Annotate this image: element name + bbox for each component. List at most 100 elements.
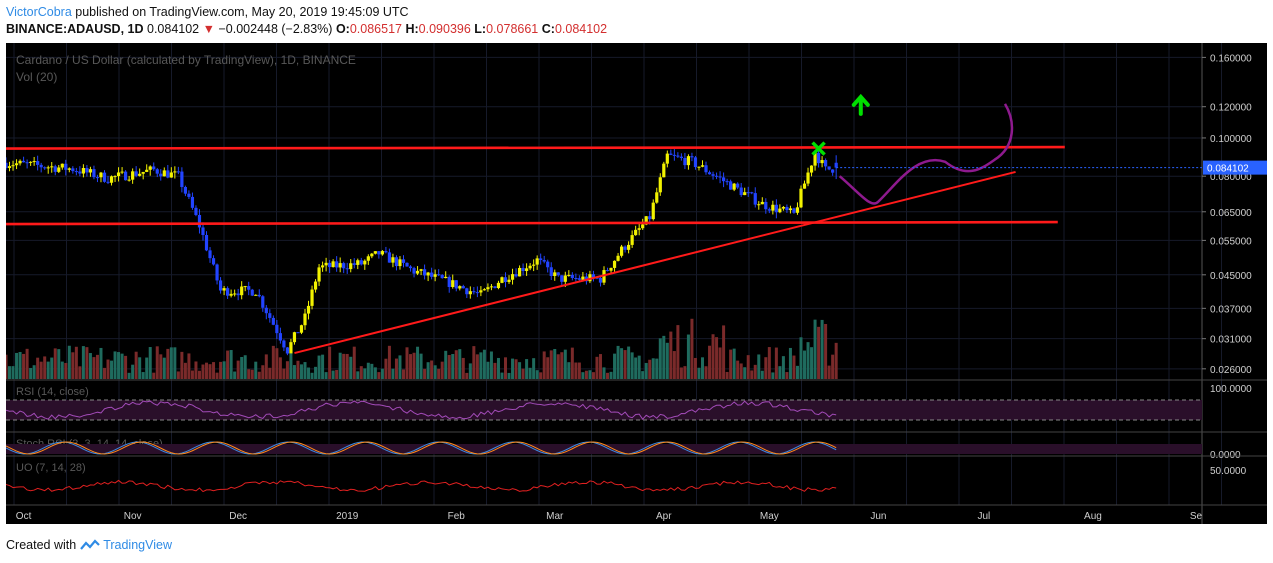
volume-bar [380, 368, 384, 379]
resistance-line [6, 145, 1065, 150]
volume-bar [655, 358, 659, 379]
candle-body [496, 282, 501, 289]
candle-body [679, 156, 683, 158]
volume-bar [736, 360, 740, 379]
candle-body [67, 168, 71, 170]
tradingview-link[interactable]: TradingView [103, 538, 172, 552]
last-price-tag [1203, 160, 1267, 175]
volume-bar [767, 347, 771, 379]
candle-body [159, 173, 163, 177]
chart-area[interactable]: 0.160000 0.120000 0.100000 0.080000 0.065000… [6, 43, 1267, 524]
y-tick-label: 0.120000 [1210, 103, 1252, 114]
volume-bar [739, 363, 743, 379]
candle-body [486, 287, 490, 290]
volume-bar [229, 350, 233, 379]
grid [6, 43, 1222, 505]
candle-body [282, 340, 286, 348]
candle-body [53, 166, 57, 172]
volume-bar [155, 346, 159, 379]
candle-body [236, 293, 240, 296]
volume-bar [444, 350, 448, 379]
candle-body [373, 251, 377, 254]
volume-bar [152, 372, 156, 379]
candle-body [517, 267, 522, 277]
candle-body [243, 286, 247, 288]
candle-body [725, 181, 729, 183]
volume-bar [704, 366, 708, 379]
candle-body [739, 187, 743, 196]
candle-body [247, 286, 251, 290]
open-value: 0.086517 [349, 22, 402, 36]
candle-body [296, 332, 300, 334]
candle-body [482, 289, 486, 291]
volume-bar [190, 370, 194, 379]
volume-bar [729, 349, 733, 379]
candle-body [447, 276, 451, 287]
volume-bar [771, 372, 775, 379]
candle-body [109, 176, 114, 183]
volume-bar [584, 370, 588, 379]
volume-bar [275, 348, 279, 379]
candle-body [88, 169, 93, 173]
candle-body [655, 192, 659, 203]
candle-body [359, 260, 363, 265]
y-tick-label: 0.031000 [1210, 335, 1252, 346]
volume-bar [493, 362, 497, 379]
volume-bar [479, 352, 483, 379]
volume-bar [827, 365, 831, 379]
volume-bar [236, 360, 240, 379]
candle-body [408, 266, 413, 269]
volume-bar [335, 369, 339, 379]
volume-bar [810, 347, 814, 379]
volume-bar [588, 370, 592, 379]
volume-bar [169, 347, 173, 379]
volume-bar [247, 369, 251, 379]
author-link[interactable]: VictorCobra [6, 5, 72, 19]
candle-body [767, 209, 771, 211]
candle-body [532, 264, 536, 266]
candle-body [18, 160, 22, 164]
candle-body [648, 216, 652, 220]
candle-body [627, 244, 631, 250]
candle-body [809, 165, 814, 173]
volume-bar [384, 358, 388, 379]
volume-bar [732, 348, 736, 379]
candle-body [743, 192, 747, 196]
candle-body [757, 204, 761, 206]
volume-bar [78, 366, 82, 379]
volume-bar [570, 347, 574, 379]
volume-bar [356, 371, 360, 379]
volume-bar [212, 362, 216, 379]
volume-bar [176, 371, 180, 379]
stoch-d-line [6, 441, 837, 455]
volume-bar [92, 357, 96, 379]
volume-bar [489, 351, 493, 379]
volume-bar [215, 372, 219, 379]
price-change: −0.002448 (−2.83%) [218, 22, 333, 36]
volume-bar [824, 324, 828, 379]
candle-body [630, 235, 634, 245]
volume-bar [159, 354, 163, 379]
volume-bar [264, 354, 268, 379]
volume-label: Vol (20) [16, 70, 57, 84]
volume-bar [834, 342, 838, 379]
candle-body [465, 288, 469, 295]
candle-body [120, 171, 124, 173]
y-tick-label: 0.080000 [1210, 172, 1252, 183]
candle-body [78, 171, 82, 174]
candle-body [21, 160, 26, 163]
volume-bar [257, 371, 261, 379]
candle-body [795, 207, 800, 213]
volume-bar [412, 352, 416, 379]
candle-body [539, 258, 543, 261]
volume-bar [201, 364, 205, 379]
candle-body [6, 162, 8, 169]
volume-bar [788, 347, 792, 379]
volume-bar [183, 362, 187, 379]
candle-body [634, 229, 638, 236]
candle-body [423, 269, 427, 276]
volume-bar [746, 355, 750, 379]
candlestick-chart[interactable]: 0.160000 0.120000 0.100000 0.080000 0.065000… [6, 43, 1267, 524]
candle-body [437, 274, 441, 276]
volume-bar [556, 354, 560, 379]
